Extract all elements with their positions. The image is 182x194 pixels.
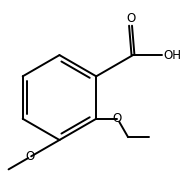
- Text: O: O: [26, 150, 35, 163]
- Text: O: O: [126, 12, 135, 25]
- Text: O: O: [113, 112, 122, 125]
- Text: OH: OH: [163, 48, 181, 61]
